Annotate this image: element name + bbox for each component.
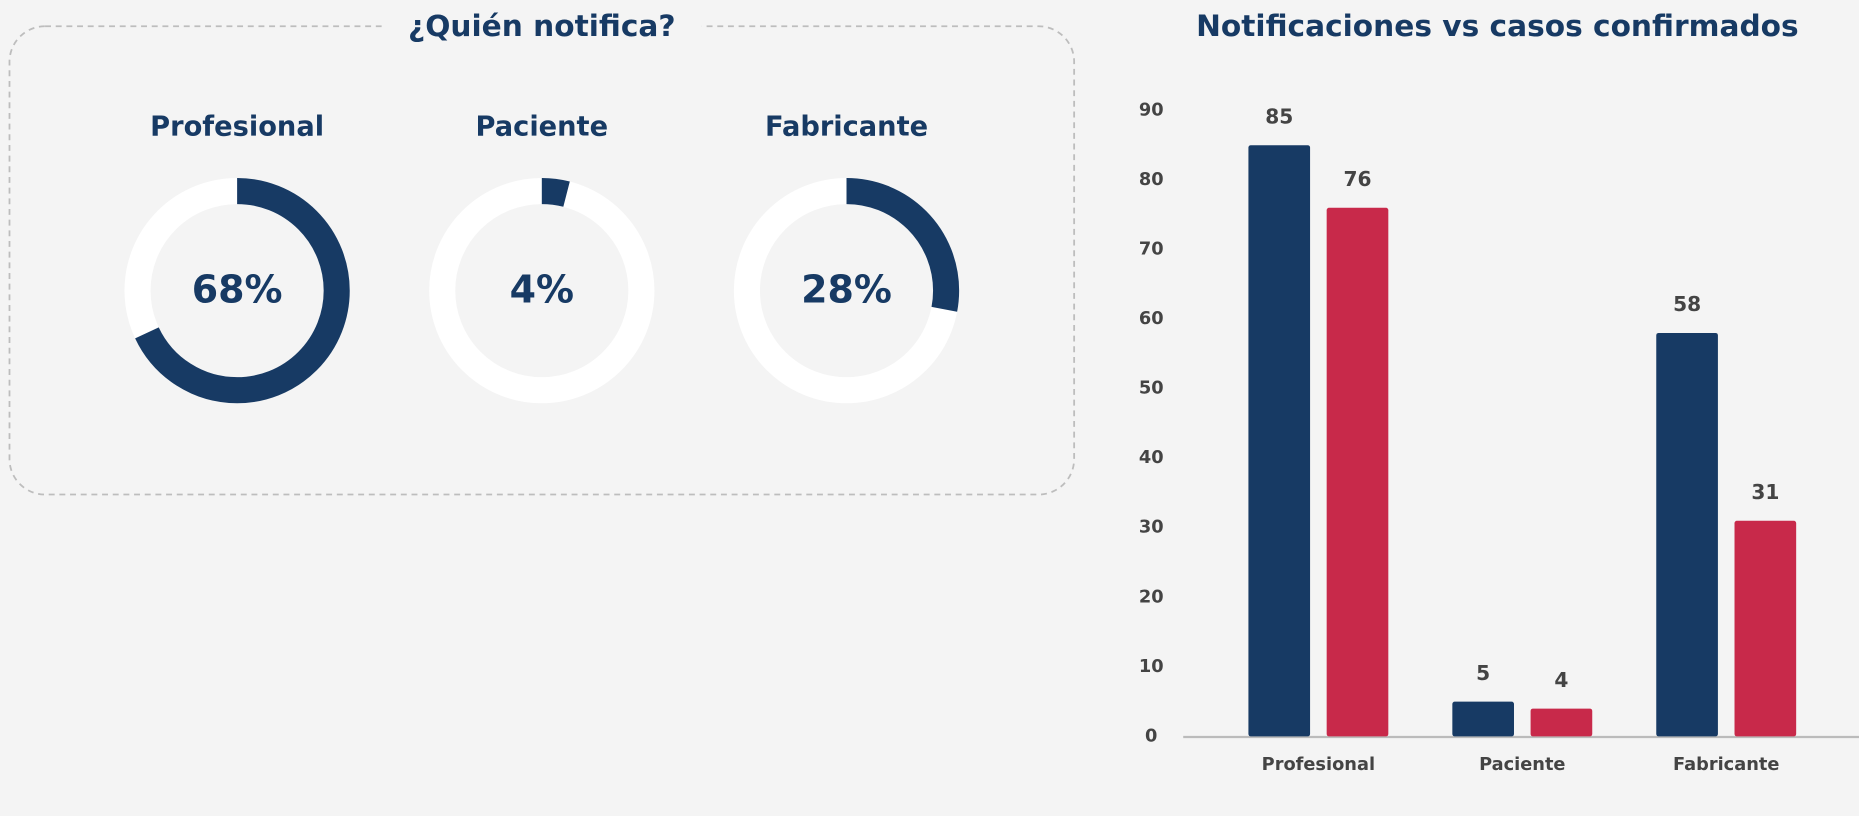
donut-value: 68% (192, 267, 283, 311)
y-tick-label: 50 (1139, 378, 1164, 399)
bar-chart-title: Notificaciones vs casos confirmados (1196, 8, 1799, 43)
donut-label: Paciente (476, 112, 609, 143)
donut-panel-title: ¿Quién notifica? (408, 8, 676, 43)
y-tick-label: 90 (1139, 99, 1164, 120)
donut-arc (733, 177, 960, 404)
donut-track (429, 177, 655, 404)
bar-value-label: 31 (1751, 480, 1779, 504)
y-tick-label: 80 (1139, 169, 1164, 190)
y-tick-label: 30 (1139, 517, 1164, 538)
donut-label: Profesional (150, 112, 324, 143)
bar-value-label: 58 (1673, 292, 1701, 316)
y-tick-label: 10 (1139, 656, 1164, 677)
bar (1326, 207, 1389, 737)
bar-value-label: 5 (1476, 661, 1490, 685)
x-tick-label: Profesional (1262, 754, 1375, 775)
donut-value: 4% (510, 267, 574, 311)
bar (1248, 145, 1311, 737)
bar (1656, 332, 1718, 737)
bar (1530, 708, 1593, 737)
bar-value-label: 76 (1343, 167, 1371, 191)
bar-value-label: 4 (1554, 668, 1568, 692)
donut-value: 28% (801, 267, 892, 311)
title-gap (381, 7, 702, 48)
donut-arc (124, 177, 350, 404)
bar-value-label: 85 (1265, 104, 1293, 128)
x-tick-label: Paciente (1479, 754, 1565, 775)
y-tick-label: 60 (1139, 308, 1164, 329)
y-tick-label: 70 (1139, 239, 1164, 260)
y-tick-label: 40 (1139, 447, 1164, 468)
bar (1734, 520, 1797, 737)
x-tick-label: Fabricante (1673, 754, 1779, 775)
y-tick-label: 20 (1139, 586, 1164, 607)
y-tick-label: 0 (1145, 725, 1157, 746)
bar (1452, 701, 1514, 737)
donut-label: Fabricante (765, 112, 928, 143)
